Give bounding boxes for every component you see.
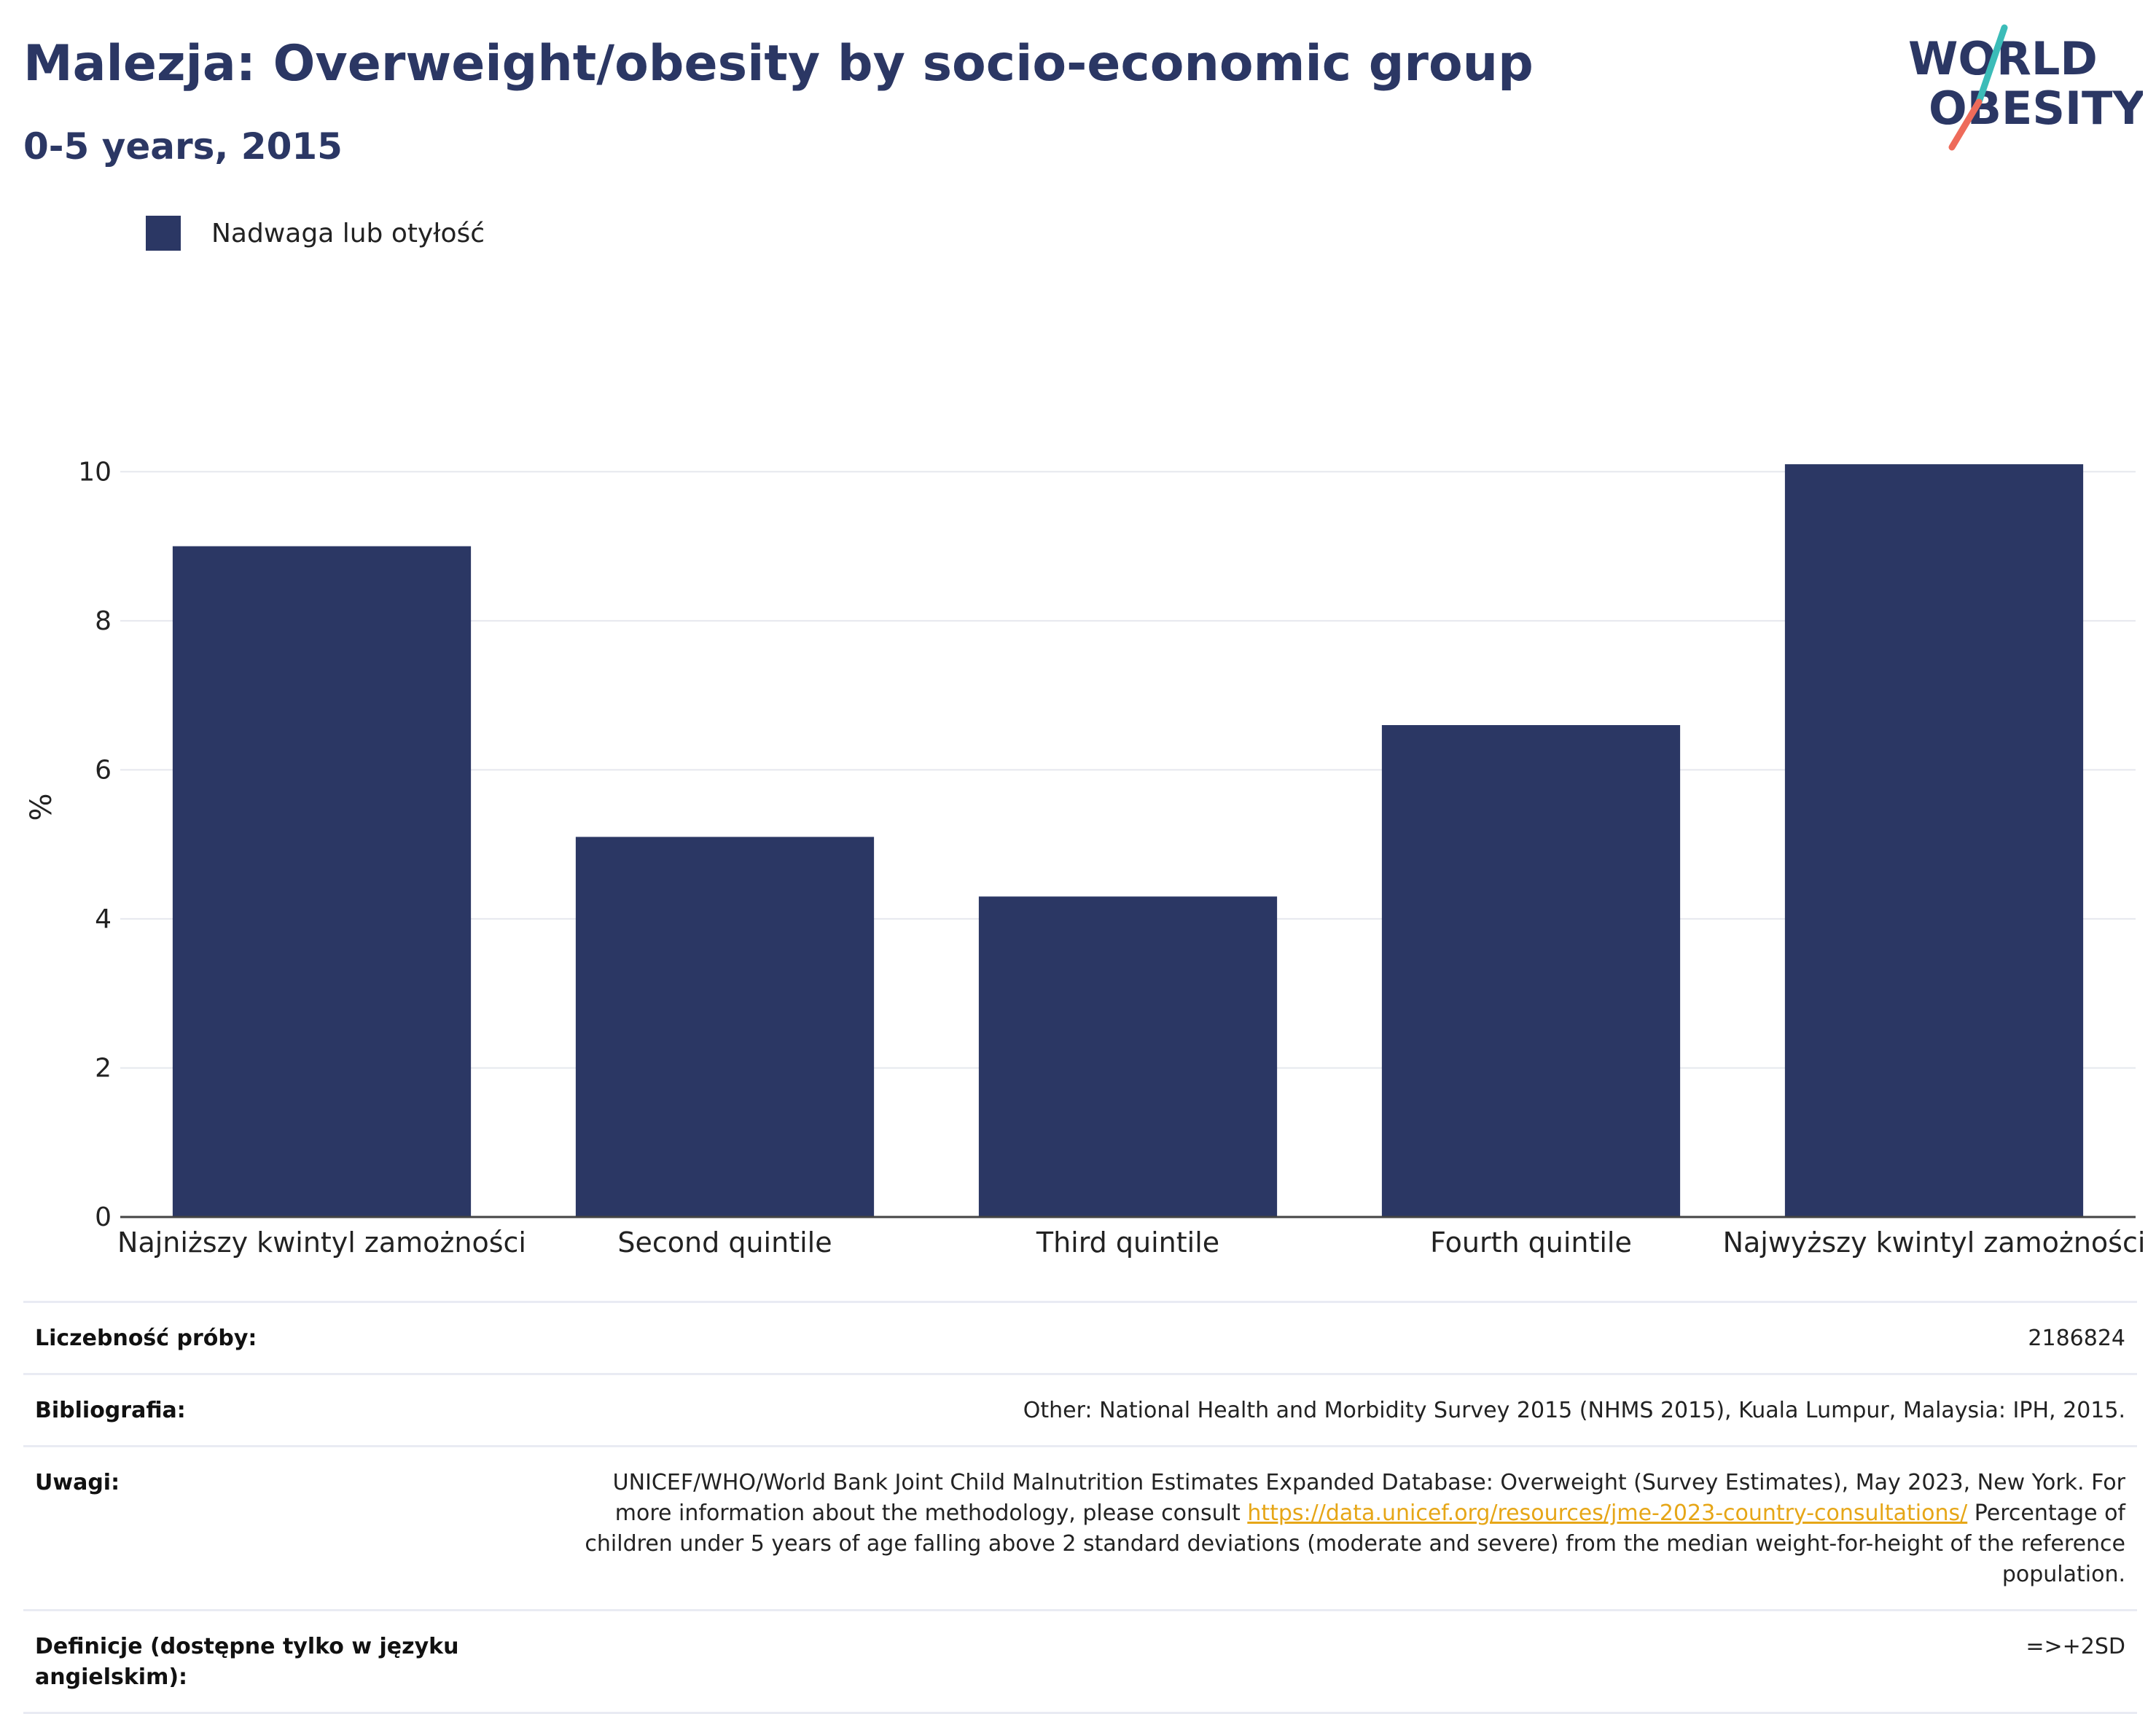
y-tick-label: 4 bbox=[95, 904, 112, 934]
x-tick-label: Second quintile bbox=[617, 1226, 832, 1259]
x-tick-label: Fourth quintile bbox=[1430, 1226, 1632, 1259]
y-tick-label: 2 bbox=[95, 1053, 112, 1083]
bar bbox=[575, 837, 875, 1217]
bibliography-label: Bibliografia: bbox=[35, 1398, 186, 1423]
y-tick-label: 6 bbox=[95, 755, 112, 785]
chart-subtitle: 0-5 years, 2015 bbox=[23, 125, 343, 168]
y-tick-label: 0 bbox=[95, 1202, 112, 1232]
bar bbox=[172, 546, 472, 1217]
meta-row-definitions: Definicje (dostępne tylko w języku angie… bbox=[23, 1609, 2137, 1714]
logo-slash-teal bbox=[1975, 24, 2008, 106]
bar bbox=[978, 896, 1278, 1217]
sample-size-value: 2186824 bbox=[2028, 1326, 2125, 1351]
notes-text-before: UNICEF/WHO/World Bank Joint Child Malnut… bbox=[612, 1470, 2125, 1526]
definitions-label: Definicje (dostępne tylko w języku angie… bbox=[35, 1634, 459, 1690]
notes-link[interactable]: https://data.unicef.org/resources/jme-20… bbox=[1247, 1500, 1968, 1526]
definitions-value: =>+2SD bbox=[2026, 1634, 2125, 1659]
y-tick-label: 8 bbox=[95, 606, 112, 636]
chart-legend[interactable]: Nadwaga lub otyłość bbox=[146, 216, 485, 251]
chart-title: Malezja: Overweight/obesity by socio-eco… bbox=[23, 35, 1534, 93]
meta-row-notes: Uwagi: UNICEF/WHO/World Bank Joint Child… bbox=[23, 1445, 2137, 1609]
legend-label: Nadwaga lub otyłość bbox=[211, 218, 485, 249]
bibliography-value: Other: National Health and Morbidity Sur… bbox=[1023, 1398, 2125, 1423]
notes-value: UNICEF/WHO/World Bank Joint Child Malnut… bbox=[558, 1468, 2125, 1590]
metadata-table: Liczebność próby: 2186824 Bibliografia: … bbox=[23, 1301, 2137, 1714]
world-obesity-logo: WORLD OBESITY bbox=[1908, 24, 2143, 151]
notes-label: Uwagi: bbox=[35, 1470, 120, 1495]
x-tick-label: Najniższy kwintyl zamożności bbox=[117, 1226, 526, 1259]
y-axis-label: % bbox=[25, 793, 58, 821]
x-tick-label: Najwyższy kwintyl zamożności bbox=[1723, 1226, 2146, 1259]
legend-swatch bbox=[146, 216, 181, 251]
logo-slash-coral bbox=[1948, 98, 1983, 151]
meta-row-sample-size: Liczebność próby: 2186824 bbox=[23, 1301, 2137, 1373]
bar bbox=[1381, 725, 1681, 1217]
meta-row-bibliography: Bibliografia: Other: National Health and… bbox=[23, 1373, 2137, 1445]
sample-size-label: Liczebność próby: bbox=[35, 1326, 257, 1351]
bar bbox=[1784, 464, 2084, 1218]
y-tick-label: 10 bbox=[78, 457, 112, 487]
notes-text-after: Percentage of children under 5 years of … bbox=[585, 1500, 2125, 1587]
x-tick-label: Third quintile bbox=[1036, 1226, 1219, 1259]
bar-chart: 0 2 4 6 8 10 Najniższy kwintyl zamożności Secon… bbox=[25, 457, 2146, 1259]
